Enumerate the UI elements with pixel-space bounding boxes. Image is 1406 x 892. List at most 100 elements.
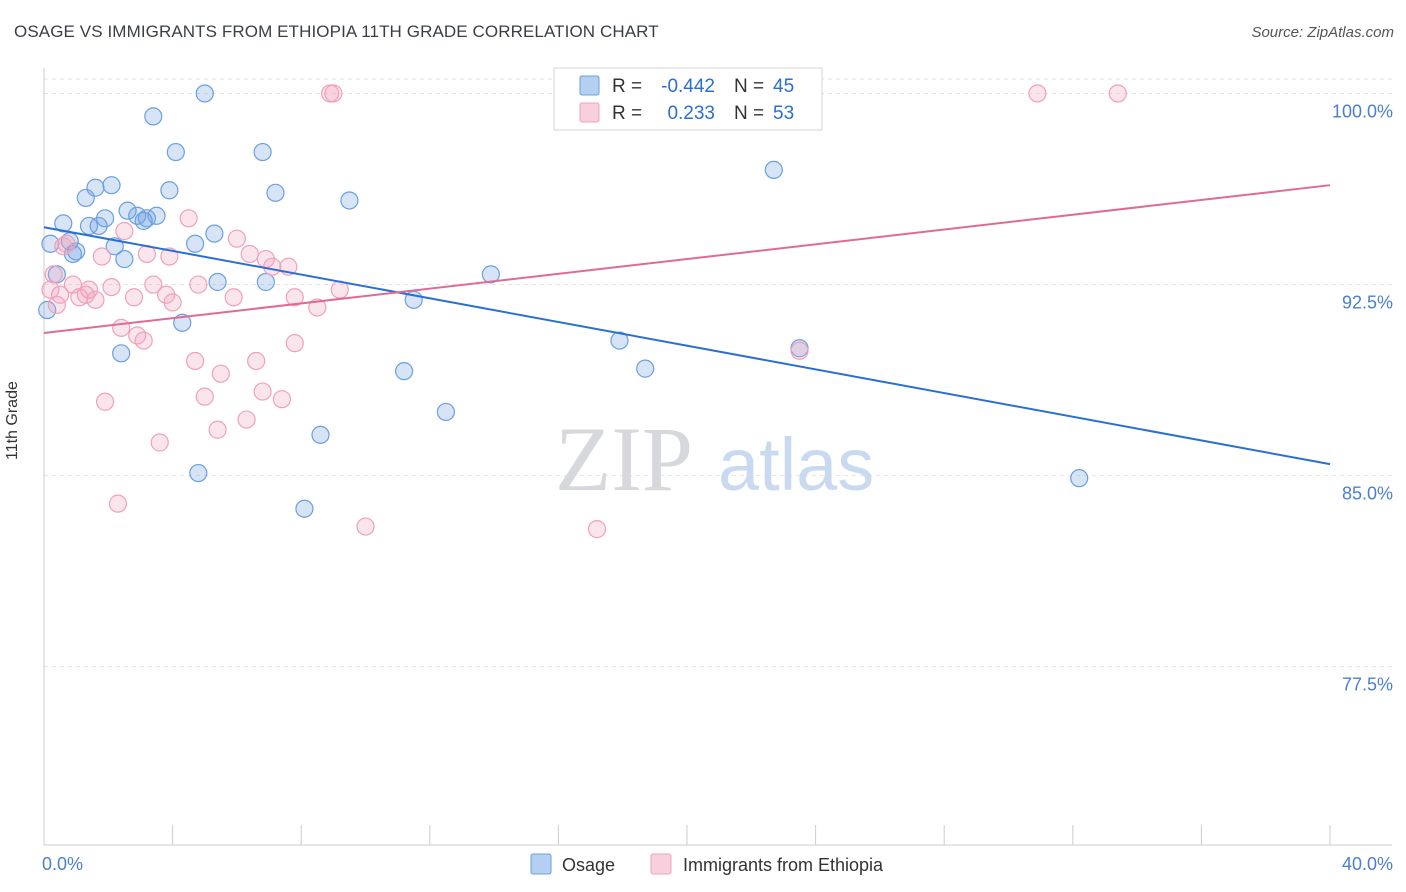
ethiopia-point bbox=[44, 265, 63, 284]
ethiopia-point bbox=[86, 290, 105, 309]
ethiopia-point bbox=[160, 247, 179, 266]
axes bbox=[43, 68, 1392, 846]
ethiopia-point bbox=[41, 280, 60, 299]
ethiopia-point bbox=[76, 285, 95, 304]
ethiopia-trend-line bbox=[43, 184, 1331, 334]
ethiopia-point bbox=[587, 520, 607, 539]
ethiopia-point bbox=[253, 382, 272, 401]
x-tick-label: 0.0% bbox=[42, 854, 83, 874]
osage-point bbox=[195, 84, 214, 103]
ethiopia-point bbox=[308, 298, 327, 317]
ethiopia-point bbox=[112, 318, 131, 337]
osage-point bbox=[253, 142, 272, 162]
osage-point bbox=[112, 344, 131, 363]
ethiopia-point bbox=[189, 275, 208, 294]
osage-point bbox=[205, 224, 224, 243]
osage-point bbox=[95, 209, 115, 228]
ethiopia-point bbox=[57, 234, 76, 253]
x-tick-label: 40.0% bbox=[1342, 854, 1393, 874]
ethiopia-point bbox=[115, 221, 134, 241]
osage-point bbox=[189, 463, 208, 483]
ethiopia-point bbox=[102, 277, 121, 297]
trend-lines bbox=[43, 184, 1331, 466]
osage-point bbox=[63, 244, 83, 264]
ethiopia-point bbox=[179, 209, 198, 228]
ethiopia-point bbox=[47, 295, 66, 315]
stats-r-value-osage: -0.442 bbox=[661, 76, 715, 97]
osage-point bbox=[764, 160, 783, 180]
osage-trend-line bbox=[43, 226, 1331, 466]
stats-swatch-ethiopia bbox=[579, 102, 600, 123]
x-tick-labels: 0.0% 40.0% bbox=[42, 854, 1393, 874]
legend-swatch-ethiopia bbox=[650, 853, 672, 875]
legend-label-osage: Osage bbox=[562, 855, 615, 875]
osage-point bbox=[340, 191, 359, 210]
osage-point bbox=[54, 214, 73, 233]
osage-point bbox=[144, 107, 163, 126]
y-tick-label: 77.5% bbox=[1342, 675, 1393, 695]
osage-point bbox=[89, 216, 108, 236]
osage-point bbox=[102, 176, 121, 195]
osage-point bbox=[86, 178, 105, 197]
series-legend: Osage Immigrants from Ethiopia bbox=[530, 853, 884, 875]
legend-label-ethiopia: Immigrants from Ethiopia bbox=[683, 855, 884, 875]
ethiopia-point bbox=[54, 237, 73, 256]
osage-point bbox=[295, 499, 314, 518]
stats-r-label-osage: R = bbox=[612, 76, 642, 97]
osage-point bbox=[186, 234, 205, 253]
ethiopia-point bbox=[50, 285, 70, 304]
ethiopia-point bbox=[356, 517, 375, 536]
ethiopia-point bbox=[79, 280, 99, 299]
stats-n-label-ethiopia: N = bbox=[734, 103, 764, 124]
osage-point bbox=[436, 402, 455, 422]
osage-point bbox=[610, 331, 629, 350]
y-tick-label: 92.5% bbox=[1342, 293, 1393, 313]
osage-point bbox=[481, 265, 500, 284]
osage-point bbox=[1070, 469, 1089, 488]
y-tick-label: 85.0% bbox=[1342, 484, 1393, 504]
ethiopia-point bbox=[263, 257, 282, 276]
watermark-zip: ZIP bbox=[555, 408, 693, 510]
ethiopia-point bbox=[1028, 84, 1047, 103]
ethiopia-point bbox=[144, 275, 163, 294]
osage-point bbox=[115, 249, 134, 269]
ethiopia-point bbox=[195, 387, 214, 406]
ethiopia-point bbox=[227, 229, 246, 248]
ethiopia-point bbox=[157, 285, 176, 304]
ethiopia-point bbox=[124, 288, 144, 307]
stats-r-label-ethiopia: R = bbox=[612, 103, 642, 124]
points-layer bbox=[38, 84, 1127, 539]
ethiopia-point bbox=[95, 392, 115, 411]
ethiopia-point bbox=[150, 433, 169, 452]
stats-r-value-ethiopia: 0.233 bbox=[667, 103, 715, 124]
ethiopia-point bbox=[324, 84, 343, 103]
y-tick-label: 100.0% bbox=[1332, 101, 1393, 121]
osage-point bbox=[147, 206, 166, 225]
ethiopia-point bbox=[163, 293, 182, 312]
stats-n-value-osage: 45 bbox=[773, 76, 794, 97]
osage-point bbox=[208, 272, 227, 292]
ethiopia-point bbox=[240, 244, 259, 264]
ethiopia-point bbox=[224, 288, 243, 307]
y-tick-labels: 77.5% 85.0% 92.5% 100.0% bbox=[1332, 101, 1393, 694]
ethiopia-point bbox=[208, 420, 227, 439]
ethiopia-point bbox=[247, 351, 266, 371]
watermark: ZIP atlas bbox=[555, 408, 874, 510]
ethiopia-point bbox=[92, 247, 111, 266]
ethiopia-point bbox=[285, 288, 304, 307]
ethiopia-point bbox=[285, 334, 304, 353]
ethiopia-point bbox=[108, 494, 128, 513]
stats-swatch-osage bbox=[579, 75, 600, 96]
ethiopia-point bbox=[237, 410, 256, 429]
ethiopia-point bbox=[272, 390, 292, 409]
stats-legend: R = -0.442 N = 45 R = 0.233 N = 53 bbox=[553, 67, 823, 131]
ethiopia-point bbox=[1108, 84, 1127, 103]
osage-point bbox=[118, 201, 137, 220]
osage-point bbox=[311, 425, 330, 444]
stats-n-value-ethiopia: 53 bbox=[773, 103, 794, 124]
chart-source: Source: ZipAtlas.com bbox=[1251, 24, 1394, 41]
osage-point bbox=[38, 300, 57, 320]
chart-title: OSAGE VS IMMIGRANTS FROM ETHIOPIA 11TH G… bbox=[14, 22, 659, 41]
osage-point bbox=[166, 142, 185, 162]
